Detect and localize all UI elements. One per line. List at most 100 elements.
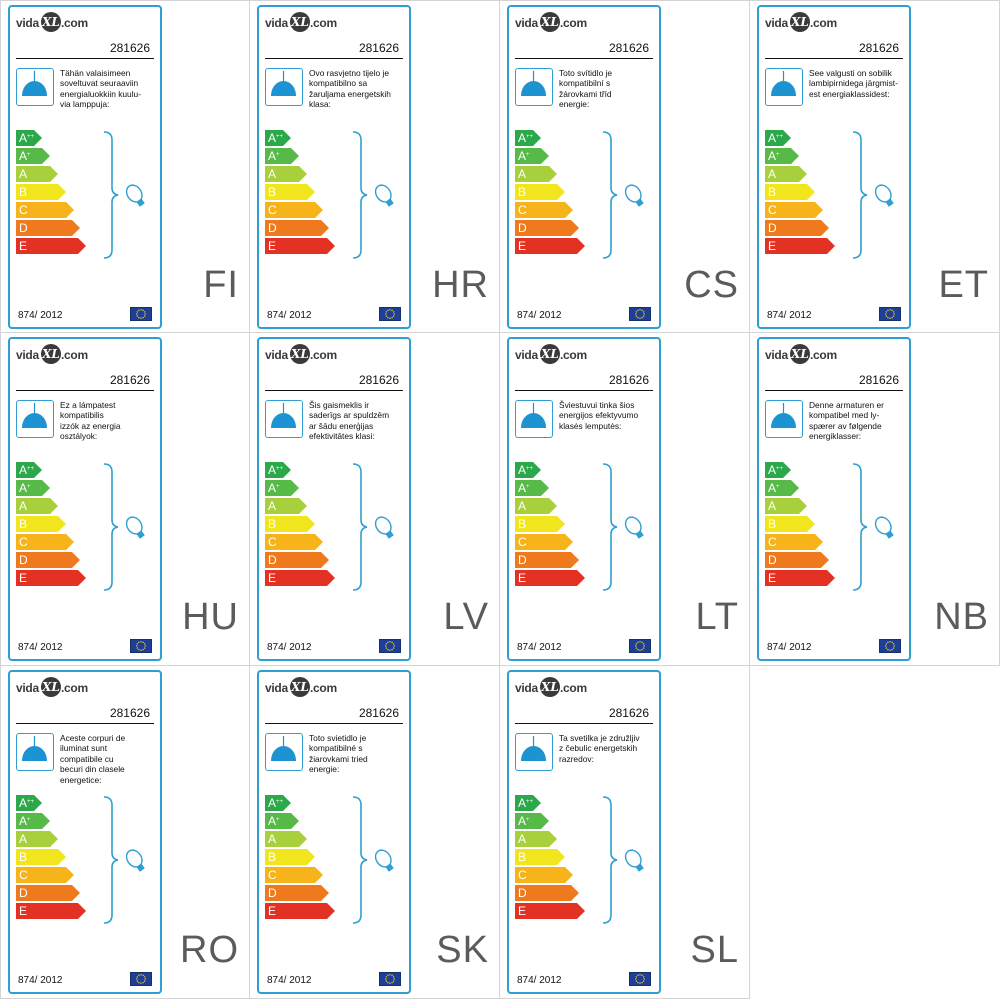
energy-class-letter: A++: [268, 463, 283, 477]
energy-class-d: D: [515, 885, 579, 901]
energy-class-arrow: [16, 184, 66, 200]
energy-class-arrow: [765, 184, 815, 200]
energy-class-arrow: [265, 220, 329, 236]
energy-class-base: D: [768, 553, 777, 567]
energy-class-c: C: [515, 202, 573, 218]
eu-flag-icon: [379, 972, 401, 986]
energy-class-arrow: [265, 849, 315, 865]
brand-logo-text-right: .com: [560, 348, 587, 362]
divider: [765, 390, 903, 391]
energy-class-letter: D: [268, 553, 277, 567]
language-code: HR: [432, 264, 489, 306]
energy-class-arrow: [16, 570, 86, 586]
energy-class-sup: ++: [27, 134, 35, 140]
pendant-lamp-icon: [265, 400, 303, 438]
regulation-number: 874/ 2012: [517, 310, 562, 321]
energy-class-arrow: [765, 570, 835, 586]
energy-class-scale: A++ A+ A B C D E: [515, 130, 585, 260]
energy-class-arrow: [16, 795, 42, 811]
energy-class-arrow: [765, 130, 791, 146]
energy-class-arrow: [265, 202, 323, 218]
pendant-lamp-icon: [265, 68, 303, 106]
energy-class-app: A++: [16, 130, 42, 146]
energy-class-arrow: [16, 813, 50, 829]
energy-class-base: A: [268, 481, 277, 495]
energy-class-b: B: [515, 849, 565, 865]
energy-class-letter: E: [768, 571, 776, 585]
energy-class-arrow: [16, 867, 74, 883]
energy-class-app: A++: [515, 462, 541, 478]
compatibility-text: Šviestuvui tinka šios energijos efektyvu…: [559, 400, 639, 431]
language-code: SL: [690, 929, 739, 971]
language-code: NB: [934, 596, 989, 638]
energy-class-base: D: [768, 221, 777, 235]
brand-logo-mark: XL: [41, 12, 61, 32]
energy-class-scale: A++ A+ A B C D E: [515, 462, 585, 592]
energy-class-base: A: [19, 796, 28, 810]
energy-class-b: B: [265, 849, 315, 865]
energy-class-letter: E: [768, 239, 776, 253]
energy-class-letter: A++: [518, 131, 533, 145]
eu-flag-icon: [130, 307, 152, 321]
energy-class-arrow: [16, 238, 86, 254]
energy-class-base: E: [518, 571, 527, 585]
energy-class-base: D: [19, 553, 28, 567]
energy-class-base: A: [268, 463, 277, 477]
energy-class-letter: C: [768, 535, 777, 549]
energy-class-letter: C: [768, 203, 777, 217]
energy-class-e: E: [765, 238, 835, 254]
eu-flag-icon: [879, 307, 901, 321]
energy-class-arrow: [16, 480, 50, 496]
energy-class-letter: B: [268, 850, 276, 864]
energy-class-base: A: [19, 167, 28, 181]
pendant-lamp-icon: [515, 400, 553, 438]
label-cell-sk: vida XL .com 281626 Toto svietidlo je kompat…: [250, 666, 500, 999]
energy-class-ap: A+: [265, 480, 299, 496]
energy-label-card: vida XL .com 281626 Ovo rasvjetno tijelo je …: [257, 5, 411, 329]
brand-logo-text-right: .com: [61, 681, 88, 695]
energy-class-sup: ++: [276, 466, 284, 472]
energy-class-letter: D: [268, 886, 277, 900]
energy-class-ap: A+: [265, 148, 299, 164]
energy-class-letter: A: [518, 167, 526, 181]
energy-class-app: A++: [16, 795, 42, 811]
energy-class-sup: +: [526, 152, 530, 158]
energy-class-letter: B: [19, 185, 27, 199]
energy-class-letter: B: [518, 185, 526, 199]
energy-class-e: E: [16, 570, 86, 586]
compatibility-text: Ovo rasvjetno tijelo je kompatibilno sa …: [309, 68, 391, 110]
regulation-number: 874/ 2012: [267, 642, 312, 653]
energy-class-sup: ++: [27, 466, 35, 472]
brand-logo-mark: XL: [790, 344, 810, 364]
energy-class-arrow: [765, 220, 829, 236]
energy-class-base: A: [768, 499, 777, 513]
energy-class-base: E: [268, 904, 277, 918]
energy-class-b: B: [16, 184, 66, 200]
brand-logo-text-right: .com: [810, 348, 837, 362]
energy-class-arrow: [265, 498, 307, 514]
energy-class-b: B: [265, 516, 315, 532]
energy-class-arrow: [765, 238, 835, 254]
energy-class-letter: E: [19, 239, 27, 253]
brand-logo-mark: XL: [540, 344, 560, 364]
divider: [515, 58, 653, 59]
energy-class-base: A: [19, 149, 28, 163]
energy-class-base: E: [19, 239, 28, 253]
energy-label-card: vida XL .com 281626 See valgusti on sobilik …: [757, 5, 911, 329]
energy-class-arrow: [515, 516, 565, 532]
energy-class-c: C: [765, 202, 823, 218]
energy-class-d: D: [515, 220, 579, 236]
energy-class-letter: B: [518, 517, 526, 531]
energy-class-arrow: [16, 552, 80, 568]
language-code: RO: [180, 929, 239, 971]
bulb-icon: [602, 131, 644, 259]
energy-class-letter: C: [19, 203, 28, 217]
energy-class-arrow: [16, 516, 66, 532]
energy-class-arrow: [515, 166, 557, 182]
energy-class-ap: A+: [265, 813, 299, 829]
energy-class-arrow: [265, 148, 299, 164]
energy-class-arrow: [265, 480, 299, 496]
energy-class-letter: E: [518, 571, 526, 585]
energy-class-arrow: [16, 534, 74, 550]
